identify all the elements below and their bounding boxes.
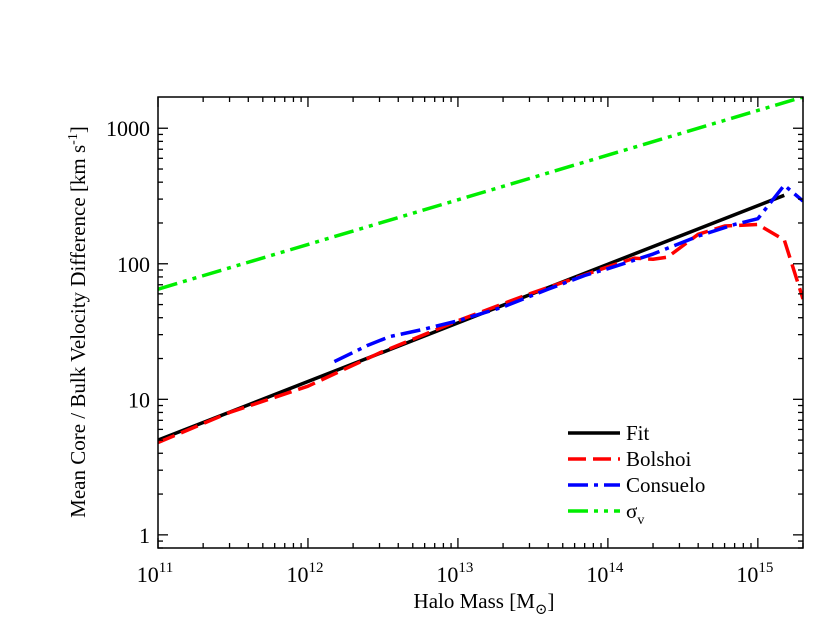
x-tick-label: 1015 bbox=[736, 560, 773, 587]
x-tick-label: 1011 bbox=[137, 560, 173, 587]
y-axis-title: Mean Core / Bulk Velocity Difference [km… bbox=[66, 126, 90, 518]
plot-lines bbox=[158, 97, 803, 445]
legend-label: Fit bbox=[626, 421, 650, 445]
legend-label: σv bbox=[626, 499, 644, 528]
x-tick-label: 1012 bbox=[286, 560, 323, 587]
x-tick-label: 1013 bbox=[436, 560, 473, 587]
x-axis-title-sub: ⊙ bbox=[535, 602, 548, 618]
y-tick-label: 1 bbox=[139, 523, 150, 548]
plot-frame bbox=[157, 96, 804, 549]
x-axis-title: Halo Mass [M⊙] bbox=[414, 589, 555, 618]
series-line-sigma-v bbox=[158, 97, 803, 291]
axis-ticks bbox=[157, 97, 804, 549]
x-tick-label: 1014 bbox=[586, 560, 624, 587]
y-tick-label: 10 bbox=[128, 387, 150, 412]
tick-labels: 1011 1012 1013 1014 1015 1 10 100 1000 bbox=[106, 116, 773, 587]
legend-label: Bolshoi bbox=[626, 447, 692, 471]
legend-label: Consuelo bbox=[626, 473, 705, 497]
series-line-bolshoi bbox=[158, 222, 803, 445]
series-line-consuelo bbox=[333, 183, 803, 364]
y-axis-title-sup: -1 bbox=[66, 133, 81, 145]
y-tick-label: 1000 bbox=[106, 116, 150, 141]
y-tick-label: 100 bbox=[117, 252, 150, 277]
